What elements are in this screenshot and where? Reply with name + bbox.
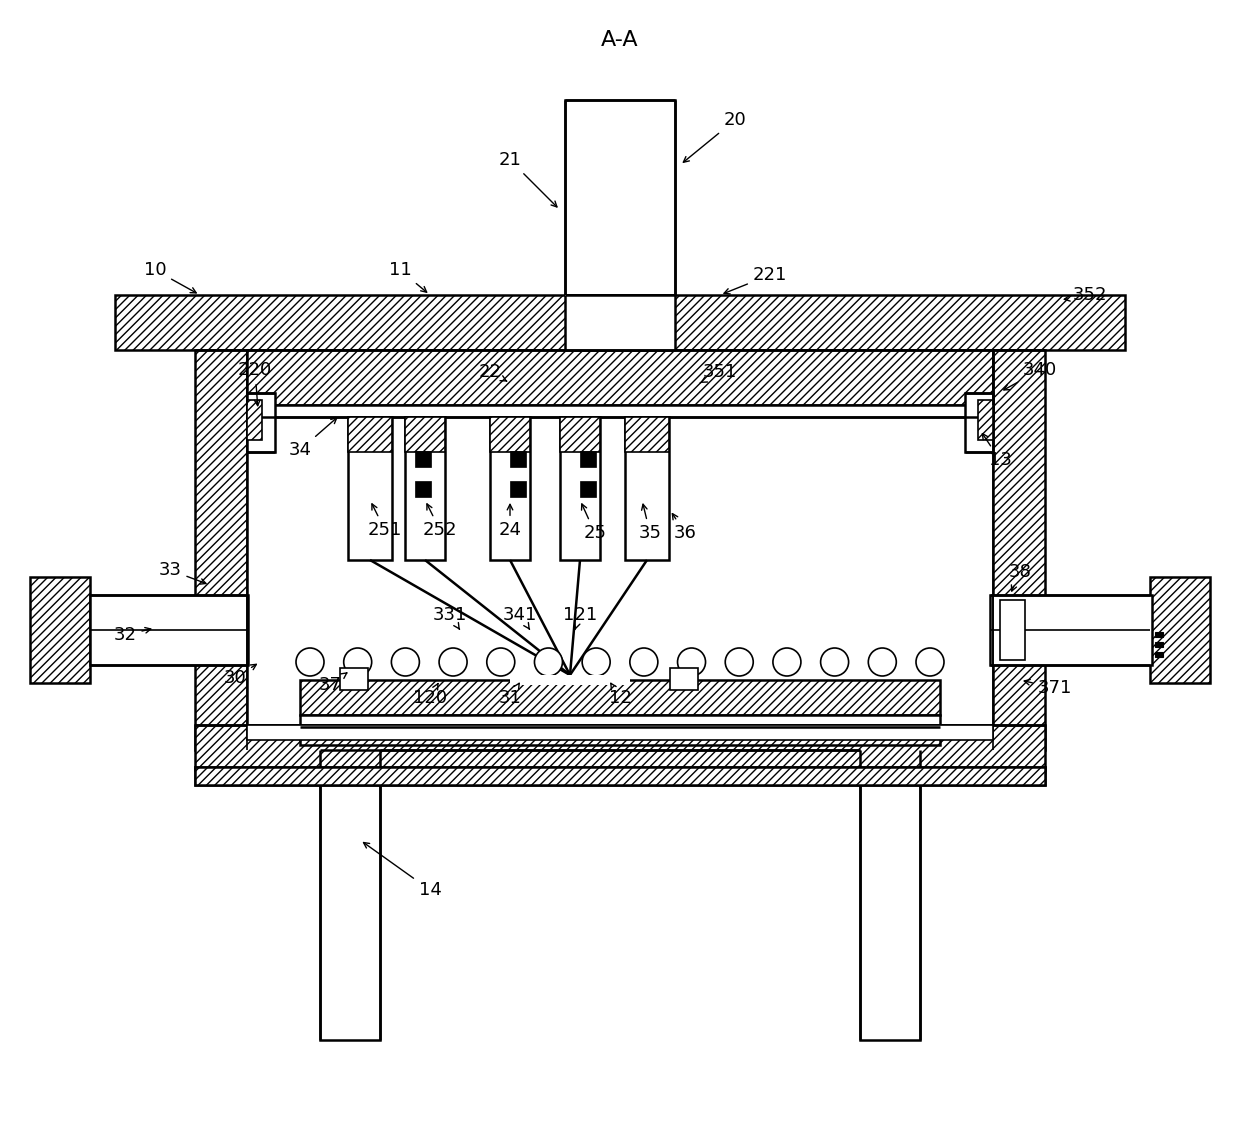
Circle shape [916,648,944,676]
Bar [195,350,247,750]
Bar [300,727,940,746]
Text: 220: 220 [238,361,272,406]
Circle shape [296,648,324,676]
Bar [320,750,379,1040]
Text: 25: 25 [582,504,606,542]
Bar [510,481,526,497]
Text: 351: 351 [701,363,738,383]
Text: 121: 121 [563,606,598,629]
Text: 13: 13 [982,433,1012,469]
Text: 10: 10 [144,261,196,293]
Text: 34: 34 [289,418,337,459]
Text: 252: 252 [423,504,458,539]
Text: A-A: A-A [601,30,639,50]
Text: 31: 31 [498,683,522,707]
Text: 120: 120 [413,684,448,707]
Circle shape [773,648,801,676]
Text: 352: 352 [1064,286,1107,304]
Bar [965,393,993,451]
Circle shape [821,648,848,676]
Bar [195,767,1045,785]
Bar [91,595,248,665]
Bar [195,767,1045,785]
Text: 341: 341 [502,606,537,629]
Text: 21: 21 [498,150,557,207]
Bar [565,295,675,350]
Text: 38: 38 [1008,563,1032,591]
Bar [340,668,368,690]
Bar [348,417,392,560]
Bar [999,600,1025,660]
Text: 340: 340 [1004,361,1058,390]
Text: 221: 221 [724,266,787,294]
Text: 11: 11 [388,261,427,292]
Bar [490,417,529,560]
Bar [195,725,1045,770]
Circle shape [582,648,610,676]
Circle shape [392,648,419,676]
Bar [300,715,940,746]
Circle shape [677,648,706,676]
Bar [993,350,1045,750]
Bar [1154,652,1163,657]
Bar [560,417,600,451]
Text: 20: 20 [683,111,746,162]
Circle shape [534,648,563,676]
Text: 36: 36 [672,514,697,542]
Circle shape [630,648,658,676]
Bar [625,417,670,451]
Bar [861,750,920,1040]
Circle shape [725,648,753,676]
Circle shape [868,648,897,676]
Bar [580,451,596,467]
Bar [115,295,1125,350]
Bar [247,350,993,405]
Circle shape [487,648,515,676]
Bar [1154,632,1163,637]
Text: 14: 14 [363,842,441,899]
Text: 33: 33 [159,561,206,584]
Bar [978,400,993,440]
Bar [625,417,670,560]
Bar [580,481,596,497]
Bar [490,417,529,451]
Bar [247,393,275,451]
Bar [670,668,698,690]
Bar [405,417,445,451]
Text: 32: 32 [114,626,151,644]
Circle shape [343,648,372,676]
Bar [348,417,392,451]
Text: 371: 371 [1024,679,1073,697]
Text: 12: 12 [609,683,631,707]
Bar [415,481,432,497]
Bar [510,675,630,685]
Text: 30: 30 [223,665,257,687]
Bar [560,417,600,560]
Text: 35: 35 [639,504,661,542]
Text: 22: 22 [479,363,507,381]
Circle shape [439,648,467,676]
Bar [1149,577,1210,683]
Bar [247,405,993,417]
Text: 37: 37 [319,673,347,694]
Bar [247,400,262,440]
Bar [30,577,91,683]
Bar [300,679,940,715]
Bar [247,725,993,740]
Bar [415,451,432,467]
Bar [510,451,526,467]
Text: 331: 331 [433,606,467,629]
Text: 24: 24 [498,504,522,539]
Bar [405,417,445,560]
Bar [990,595,1152,665]
Bar [565,100,675,295]
Text: 251: 251 [368,504,402,539]
Bar [1154,642,1163,648]
